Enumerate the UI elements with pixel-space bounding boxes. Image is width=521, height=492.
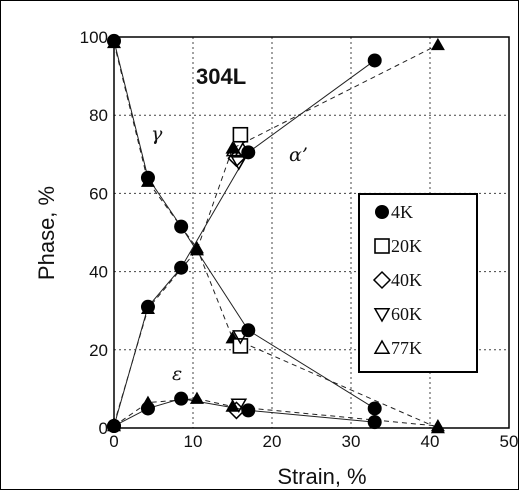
legend-marker: [375, 205, 389, 219]
data-point: [189, 391, 204, 404]
data-point: [189, 243, 204, 256]
data-point: [230, 156, 248, 171]
y-tick-label: 80: [89, 106, 108, 125]
data-point: [174, 219, 189, 234]
legend-box: [358, 193, 478, 373]
legend-label: 20K: [391, 236, 422, 256]
series-line: [113, 398, 438, 427]
x-tick-label: 40: [421, 432, 440, 451]
data-point: [234, 141, 252, 157]
data-point: [367, 53, 382, 68]
y-tick-label: 40: [89, 263, 108, 282]
data-point: [174, 391, 189, 406]
data-point: [107, 35, 121, 49]
legend-label: 60K: [391, 304, 422, 324]
y-tick-label: 20: [89, 341, 108, 360]
chart-title: 304L: [196, 64, 246, 89]
legend: 4K 20K 40K 60K 77K: [358, 193, 478, 373]
legend-label: 40K: [391, 270, 422, 290]
y-tick-label: 100: [80, 28, 108, 47]
epsilon-label: ε: [172, 363, 182, 385]
series-line: [113, 44, 439, 425]
axis-ticks: 0 10 20 30 40 50 0 20 40 60 80 100: [80, 28, 519, 451]
data-point: [367, 401, 382, 416]
legend-label: 4K: [391, 202, 413, 222]
legend-label: 77K: [391, 338, 422, 358]
x-tick-label: 10: [184, 432, 203, 451]
y-tick-label: 0: [99, 419, 108, 438]
x-tick-label: 50: [500, 432, 519, 451]
data-point: [107, 419, 121, 432]
data-point: [225, 141, 243, 157]
x-tick-label: 20: [263, 432, 282, 451]
gamma-label: γ: [151, 123, 163, 145]
legend-marker: [373, 308, 391, 323]
x-axis-label: Strain, %: [277, 464, 366, 489]
data-markers: [107, 33, 445, 434]
data-point: [140, 174, 155, 187]
data-point: [232, 330, 249, 345]
y-axis-label: Phase, %: [34, 186, 59, 280]
data-point: [232, 126, 249, 143]
x-tick-label: 30: [342, 432, 361, 451]
x-tick-label: 0: [109, 432, 118, 451]
data-point: [367, 415, 382, 430]
legend-items: 4K 20K 40K 60K 77K: [372, 202, 422, 358]
data-point: [140, 301, 155, 314]
data-point: [232, 338, 249, 354]
data-point: [230, 398, 248, 414]
data-point: [241, 403, 256, 418]
data-point: [430, 419, 445, 432]
plot-area: [113, 36, 510, 429]
data-point: [140, 395, 155, 408]
legend-marker: [373, 339, 391, 354]
y-tick-label: 60: [89, 184, 108, 203]
data-point: [430, 37, 445, 51]
legend-marker: [372, 270, 392, 290]
legend-marker: [374, 238, 390, 254]
data-point: [174, 260, 189, 275]
alpha-label: α’: [289, 144, 308, 166]
